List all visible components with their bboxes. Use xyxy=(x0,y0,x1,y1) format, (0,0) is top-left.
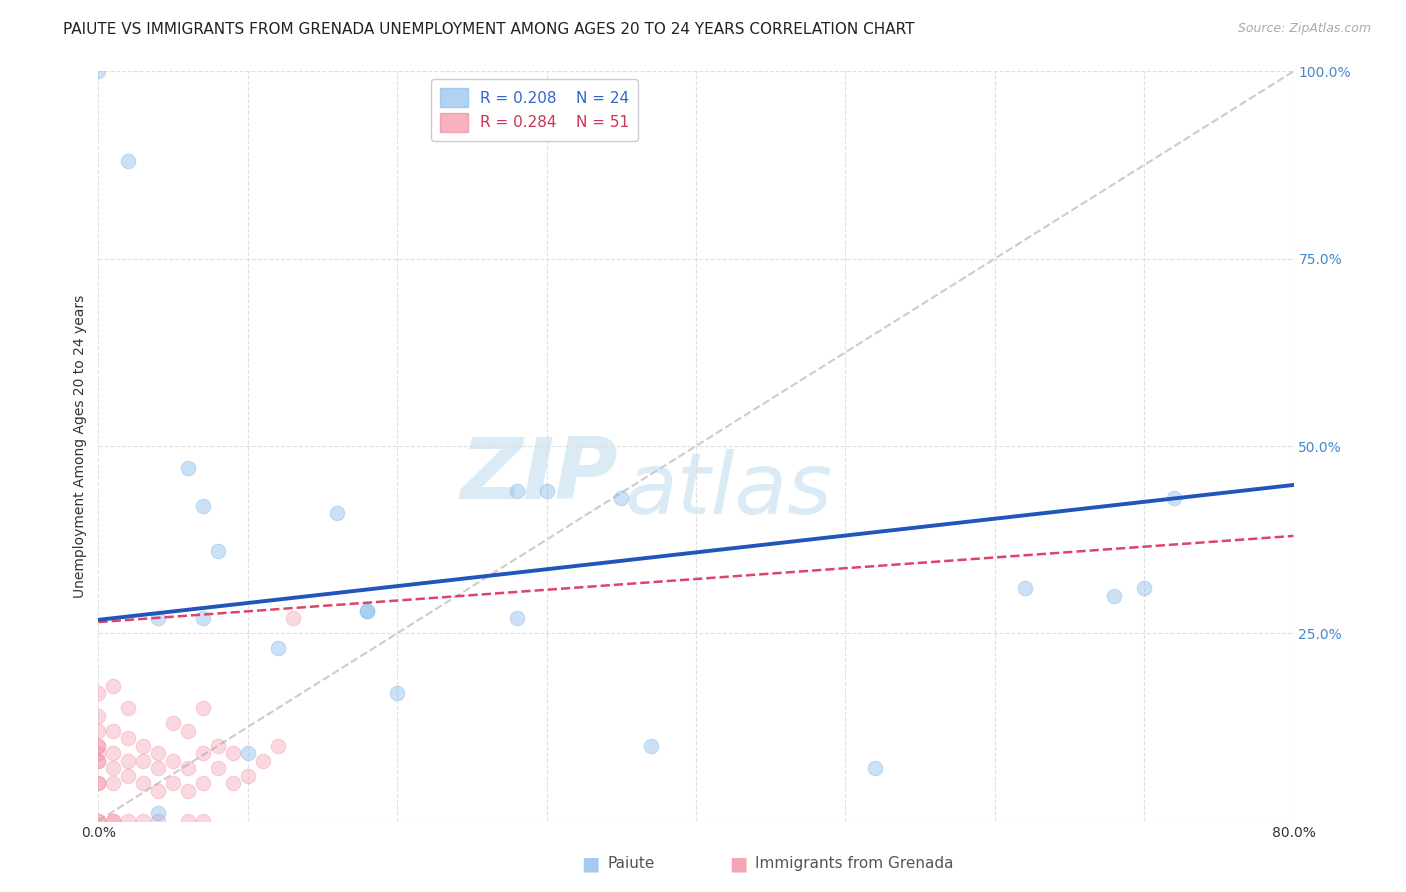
Point xyxy=(87,739,110,753)
Point xyxy=(385,686,409,700)
Point xyxy=(236,769,259,783)
Point xyxy=(191,701,214,715)
Text: atlas: atlas xyxy=(624,450,832,533)
Point xyxy=(162,754,184,768)
Text: Paiute: Paiute xyxy=(607,856,655,871)
Point xyxy=(207,761,229,775)
Y-axis label: Unemployment Among Ages 20 to 24 years: Unemployment Among Ages 20 to 24 years xyxy=(73,294,87,598)
Point xyxy=(103,776,125,790)
Point xyxy=(177,761,200,775)
Point xyxy=(148,783,170,797)
Text: ■: ■ xyxy=(728,855,748,873)
Point xyxy=(191,746,214,760)
Point xyxy=(132,739,155,753)
Point xyxy=(1014,582,1036,596)
Text: Source: ZipAtlas.com: Source: ZipAtlas.com xyxy=(1237,22,1371,36)
Point xyxy=(87,814,110,828)
Point xyxy=(87,739,110,753)
Point xyxy=(87,686,110,700)
Point xyxy=(87,754,110,768)
Point xyxy=(1163,491,1185,506)
Point xyxy=(326,507,349,521)
Point xyxy=(148,814,170,828)
Point xyxy=(267,739,290,753)
Point xyxy=(148,746,170,760)
Point xyxy=(177,723,200,738)
Point xyxy=(87,776,110,790)
Point xyxy=(148,806,170,821)
Point xyxy=(865,761,887,775)
Point xyxy=(87,723,110,738)
Point xyxy=(132,814,155,828)
Point xyxy=(236,746,259,760)
Point xyxy=(207,739,229,753)
Point xyxy=(87,708,110,723)
Point xyxy=(1133,582,1156,596)
Point xyxy=(267,641,290,656)
Point xyxy=(87,814,110,828)
Point xyxy=(222,776,245,790)
Point xyxy=(117,814,139,828)
Point xyxy=(103,746,125,760)
Text: ZIP: ZIP xyxy=(461,434,619,517)
Point xyxy=(281,611,304,625)
Point xyxy=(356,604,378,618)
Point xyxy=(148,761,170,775)
Point xyxy=(117,731,139,746)
Point xyxy=(103,761,125,775)
Point xyxy=(610,491,633,506)
Point xyxy=(506,483,529,498)
Point xyxy=(1104,589,1126,603)
Point xyxy=(191,499,214,513)
Point xyxy=(132,754,155,768)
Point xyxy=(103,723,125,738)
Point xyxy=(117,701,139,715)
Point xyxy=(103,814,125,828)
Point xyxy=(356,604,378,618)
Point xyxy=(177,783,200,797)
Point xyxy=(117,754,139,768)
Point xyxy=(87,776,110,790)
Point xyxy=(191,776,214,790)
Point xyxy=(506,611,529,625)
Point xyxy=(252,754,274,768)
Point xyxy=(191,611,214,625)
Text: ■: ■ xyxy=(581,855,600,873)
Point xyxy=(87,64,110,78)
Point xyxy=(132,776,155,790)
Point xyxy=(177,461,200,475)
Legend: R = 0.208    N = 24, R = 0.284    N = 51: R = 0.208 N = 24, R = 0.284 N = 51 xyxy=(432,79,638,141)
Point xyxy=(177,814,200,828)
Point xyxy=(536,483,558,498)
Point xyxy=(162,776,184,790)
Point xyxy=(640,739,662,753)
Point xyxy=(162,716,184,731)
Point xyxy=(148,611,170,625)
Point xyxy=(222,746,245,760)
Point xyxy=(117,154,139,169)
Point xyxy=(191,814,214,828)
Point xyxy=(103,679,125,693)
Text: PAIUTE VS IMMIGRANTS FROM GRENADA UNEMPLOYMENT AMONG AGES 20 TO 24 YEARS CORRELA: PAIUTE VS IMMIGRANTS FROM GRENADA UNEMPL… xyxy=(63,22,915,37)
Point xyxy=(207,544,229,558)
Point xyxy=(87,746,110,760)
Text: Immigrants from Grenada: Immigrants from Grenada xyxy=(755,856,953,871)
Point xyxy=(87,754,110,768)
Point xyxy=(117,769,139,783)
Point xyxy=(103,814,125,828)
